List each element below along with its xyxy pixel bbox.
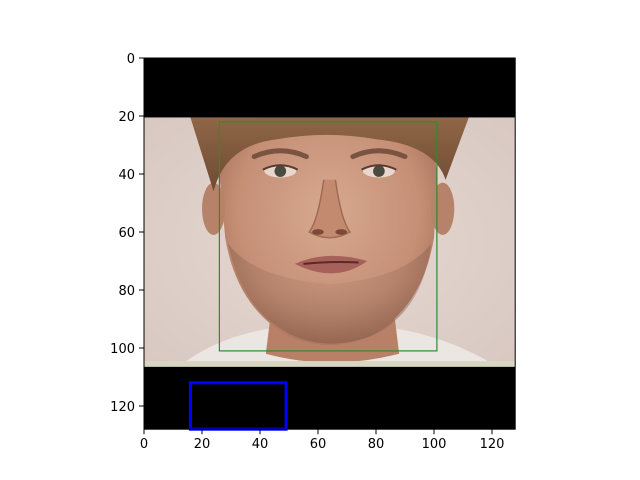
left-eyebrow (251, 148, 309, 160)
right-eyebrow (350, 148, 408, 160)
photo-strip (144, 361, 516, 367)
x-tick-label: 0 (140, 437, 148, 452)
y-tick-label: 60 (118, 226, 135, 241)
axes-frame (143, 57, 516, 430)
y-tick-label: 0 (127, 52, 135, 67)
hair (190, 117, 469, 192)
lip-line (303, 260, 359, 265)
y-tick-label: 120 (110, 400, 135, 415)
x-tick-label: 20 (194, 437, 211, 452)
black-band-bottom (144, 366, 516, 430)
x-tick-label: 100 (422, 437, 447, 452)
y-tick-label: 80 (118, 284, 135, 299)
x-tick-label: 60 (310, 437, 327, 452)
right-eyelid (361, 164, 397, 171)
left-eyelid (262, 164, 299, 171)
x-tick-label: 40 (252, 437, 269, 452)
y-tick-label: 100 (110, 342, 135, 357)
y-tick-label: 20 (118, 110, 135, 125)
mouth (294, 255, 368, 274)
right-iris (373, 165, 385, 177)
x-tick-label: 120 (480, 437, 505, 452)
nose (308, 179, 352, 239)
face-image (144, 58, 516, 430)
left-nostril (312, 229, 324, 235)
black-band-top (144, 58, 516, 118)
face-bounding-box (218, 121, 438, 352)
right-ear (431, 182, 455, 235)
left-iris (274, 165, 287, 177)
beard (228, 243, 432, 344)
x-tick-label: 80 (368, 437, 385, 452)
axes: 0 20 40 60 80 100 120 0 20 40 60 80 100 120 (110, 52, 516, 452)
right-nostril (335, 229, 348, 235)
y-tick-label: 40 (118, 168, 135, 183)
